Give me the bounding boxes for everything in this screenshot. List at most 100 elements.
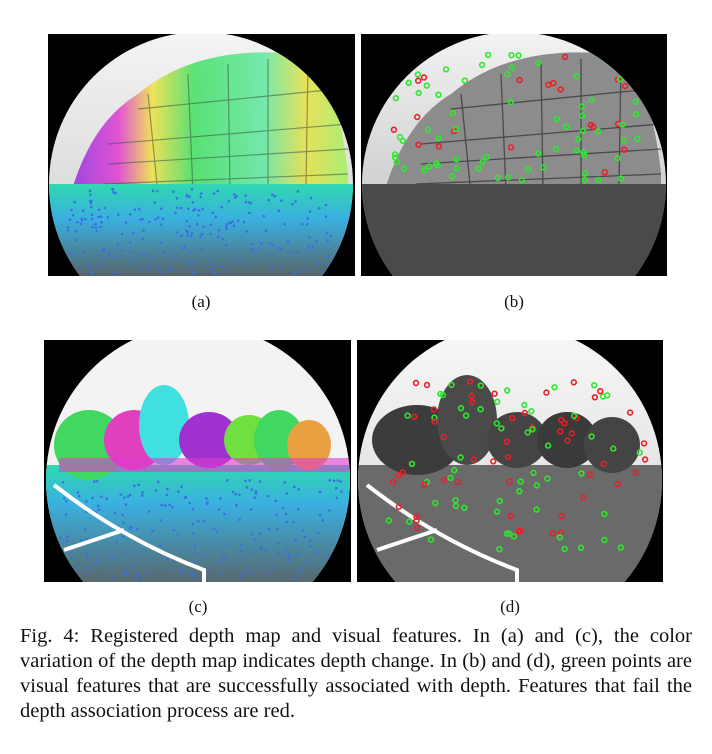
feature-point (413, 517, 420, 524)
depth-point (264, 549, 267, 552)
feature-point (475, 165, 482, 172)
depth-point (108, 253, 111, 256)
depth-point (292, 520, 295, 524)
depth-point (69, 252, 72, 255)
depth-point (172, 528, 176, 532)
feature-point (466, 378, 474, 385)
depth-point (190, 269, 194, 273)
depth-point (185, 195, 189, 198)
depth-point (95, 560, 99, 563)
depth-point (138, 207, 141, 211)
feature-point (426, 163, 433, 170)
depth-point (192, 532, 195, 535)
depth-point (138, 269, 142, 272)
depth-point (158, 544, 162, 548)
depth-point (186, 234, 189, 237)
depth-point (257, 247, 261, 250)
depth-point (168, 266, 172, 269)
depth-point (193, 576, 197, 580)
depth-point (193, 551, 196, 554)
depth-point (115, 540, 119, 544)
depth-point (224, 225, 228, 228)
depth-point (249, 202, 253, 205)
depth-point (143, 254, 147, 257)
feature-point (579, 112, 586, 119)
depth-point (85, 556, 89, 560)
depth-point (66, 229, 70, 232)
feature-point (616, 75, 624, 83)
depth-point (206, 501, 209, 504)
depth-point (117, 213, 120, 217)
feature-point (408, 460, 416, 468)
depth-point (121, 513, 124, 517)
panel-d-image (357, 340, 663, 582)
depth-point (277, 552, 281, 555)
depth-point (126, 550, 129, 554)
depth-point (188, 261, 191, 264)
depth-point (251, 550, 254, 554)
feature-point (578, 470, 585, 477)
depth-point (124, 503, 128, 506)
depth-point (191, 201, 195, 204)
depth-point (121, 249, 124, 253)
depth-point (316, 550, 319, 554)
depth-point (220, 206, 223, 209)
depth-point (201, 207, 204, 211)
depth-point (318, 513, 322, 517)
depth-point (62, 497, 66, 500)
depth-point (279, 265, 282, 269)
depth-point (165, 493, 169, 497)
depth-point (267, 198, 270, 202)
depth-point (74, 567, 78, 570)
feature-point (529, 426, 536, 433)
panel-b-label: (b) (504, 292, 524, 311)
depth-point (66, 535, 69, 538)
feature-point (435, 135, 442, 142)
feature-point (385, 517, 392, 524)
depth-point (188, 571, 192, 575)
depth-point (131, 262, 134, 266)
feature-point (484, 51, 492, 59)
feature-point (493, 508, 501, 515)
feature-point (496, 546, 503, 553)
depth-point (88, 189, 92, 193)
feature-point (478, 61, 486, 69)
depth-point (77, 494, 81, 498)
depth-point (124, 569, 128, 573)
depth-point (270, 565, 273, 569)
depth-point (201, 554, 205, 558)
feature-point (561, 419, 568, 427)
depth-point (295, 553, 299, 556)
feature-point (515, 528, 523, 535)
depth-point (170, 566, 174, 569)
depth-point (253, 496, 257, 499)
depth-point (239, 544, 242, 547)
depth-point (212, 264, 216, 268)
depth-point (258, 548, 262, 551)
feature-point (604, 392, 611, 399)
feature-point (533, 506, 540, 513)
feature-point (543, 389, 550, 396)
depth-point (80, 217, 84, 221)
feature-point (617, 544, 624, 551)
feature-point (614, 154, 621, 162)
feature-point (558, 416, 565, 424)
feature-point (621, 82, 629, 90)
depth-point (251, 250, 255, 253)
depth-point (90, 213, 94, 217)
feature-point (563, 123, 570, 131)
depth-point (287, 555, 291, 559)
depth-point (220, 572, 224, 575)
depth-point (180, 568, 183, 572)
depth-point (222, 542, 226, 546)
depth-point (332, 479, 336, 483)
depth-point (124, 221, 128, 224)
feature-point (595, 176, 602, 184)
feature-point (544, 442, 552, 449)
depth-point (197, 214, 200, 217)
depth-point (151, 257, 154, 260)
depth-point (59, 536, 62, 540)
panel-d-features (357, 340, 663, 582)
depth-point (200, 233, 204, 236)
depth-point (97, 508, 101, 511)
